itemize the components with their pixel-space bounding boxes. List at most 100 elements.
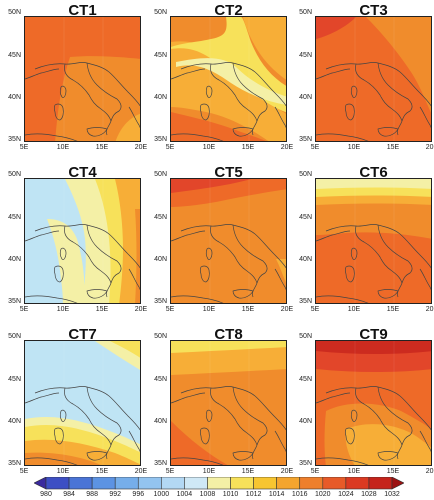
coastline — [86, 386, 122, 446]
latitude-label: 50N — [299, 171, 312, 178]
coastline — [199, 427, 210, 445]
pressure-map — [315, 178, 432, 304]
latitude-label: 40N — [154, 418, 167, 425]
coastline — [171, 133, 224, 141]
colorbar-tick-label: 988 — [86, 491, 98, 498]
latitude-label: 35N — [154, 460, 167, 467]
longitude-label: 20E — [425, 306, 434, 313]
longitude-label: 5E — [310, 144, 320, 151]
longitude-label: 5E — [19, 306, 29, 313]
coastline — [325, 62, 431, 107]
pressure-contour-band — [171, 112, 266, 141]
coastline — [53, 427, 64, 445]
latitude-label: 50N — [299, 333, 312, 340]
panel-title: CT1 — [68, 2, 97, 19]
pressure-contour-band — [171, 179, 251, 193]
latitude-label: 40N — [154, 94, 167, 101]
coastline — [274, 268, 286, 291]
coastline — [180, 62, 286, 107]
colorbar-tick-label: 1010 — [222, 491, 239, 498]
pressure-contour-band — [55, 56, 140, 141]
coastline — [25, 392, 60, 404]
coastline — [171, 295, 224, 303]
colorbar-swatch — [230, 477, 254, 490]
colorbar-swatch — [91, 477, 116, 490]
latitude-label: 45N — [154, 52, 167, 59]
longitude-label: 15E — [386, 468, 400, 475]
coastline — [344, 427, 355, 445]
latitude-label: 45N — [8, 376, 21, 383]
colorbar-swatch — [161, 477, 185, 490]
colorbar-swatch — [322, 477, 347, 490]
colorbar-swatch — [253, 477, 277, 490]
coastline — [64, 63, 112, 136]
pressure-contour-band — [135, 209, 140, 303]
coastline — [128, 106, 140, 129]
coastline — [377, 289, 399, 299]
coastline — [274, 106, 286, 129]
longitude-label: 10E — [56, 306, 70, 313]
latitude-label: 40N — [8, 94, 21, 101]
latitude-label: 50N — [154, 9, 167, 16]
colorbar-swatch — [137, 477, 162, 490]
pressure-contour-band — [171, 347, 286, 375]
longitude-label: 15E — [241, 144, 255, 151]
longitude-label: 10E — [347, 144, 361, 151]
pressure-contour-band — [171, 421, 228, 465]
longitude-label: 15E — [95, 144, 109, 151]
coastline — [128, 268, 140, 291]
latitude-label: 45N — [8, 214, 21, 221]
longitude-label: 5E — [19, 144, 29, 151]
latitude-label: 40N — [8, 418, 21, 425]
longitude-label: 5E — [165, 468, 175, 475]
pressure-map — [170, 16, 287, 142]
pressure-contour-band — [345, 424, 431, 465]
coastline — [325, 224, 431, 269]
coastline — [25, 133, 78, 141]
panel-title: CT5 — [214, 164, 243, 181]
coastline — [377, 224, 413, 284]
colorbar-tick-label: 1024 — [338, 491, 354, 498]
latitude-label: 45N — [8, 52, 21, 59]
coastline — [316, 68, 351, 80]
coastline — [34, 386, 140, 431]
pressure-contour-band — [316, 351, 431, 372]
coastline — [25, 68, 60, 80]
coastline — [53, 103, 64, 121]
colorbar-swatch — [68, 477, 93, 490]
longitude-label: 10E — [56, 468, 70, 475]
coastline — [205, 409, 213, 422]
coastline — [25, 230, 60, 242]
pressure-contour-band — [316, 17, 356, 39]
coastline — [59, 409, 67, 422]
colorbar-swatch — [368, 477, 393, 490]
coastline — [205, 247, 213, 260]
longitude-label: 20E — [425, 144, 434, 151]
longitude-label: 15E — [95, 306, 109, 313]
colorbar-tick-label: 1032 — [384, 491, 400, 498]
coastline — [210, 225, 258, 298]
coastline — [350, 247, 358, 260]
coastline — [199, 265, 210, 283]
coastline — [64, 225, 112, 298]
colorbar-tick-label: 992 — [109, 491, 122, 498]
colorbar-swatch — [276, 477, 301, 490]
latitude-label: 50N — [299, 9, 312, 16]
coastline — [355, 387, 403, 460]
latitude-label: 50N — [8, 333, 21, 340]
latitude-label: 40N — [154, 256, 167, 263]
longitude-label: 15E — [95, 468, 109, 475]
coastline — [377, 127, 399, 137]
map-panel-ct8: CT8 50N 45N 40N 35N 5E 10E 15E 20E — [147, 327, 293, 495]
coastline — [325, 386, 431, 431]
coastline — [232, 127, 254, 137]
latitude-label: 35N — [154, 136, 167, 143]
pressure-contour-band — [316, 203, 431, 239]
colorbar-high-extension — [391, 477, 404, 490]
colorbar-tick-label: 1016 — [291, 491, 308, 498]
pressure-map — [24, 16, 141, 142]
latitude-label: 45N — [299, 376, 312, 383]
latitude-label: 45N — [299, 52, 312, 59]
coastline — [34, 62, 140, 107]
map-panel-ct4: CT4 50N 45N 40N 35N 5E 10E 15E 20E — [1, 165, 147, 333]
